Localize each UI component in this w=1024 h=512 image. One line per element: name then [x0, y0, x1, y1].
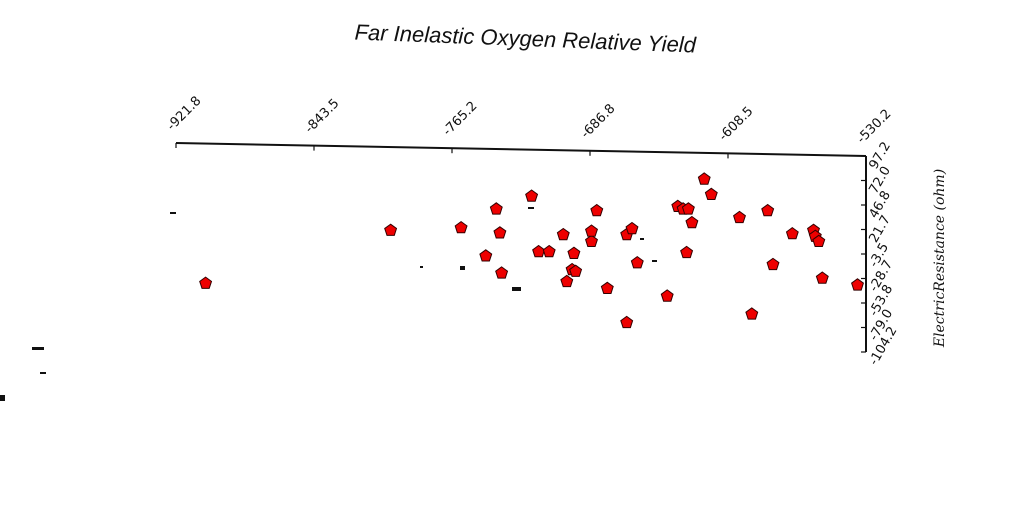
x-axis-ticks: -921.8 -843.5 -765.2 -686.8 -608.5 -530.2 [164, 94, 894, 161]
x-tick-label: -530.2 [854, 107, 894, 147]
data-point [630, 255, 644, 269]
data-point [384, 223, 398, 236]
data-point [590, 203, 604, 217]
data-point [532, 244, 546, 258]
chart-title: Far Inelastic Oxygen Relative Yield [354, 19, 697, 57]
data-point [560, 274, 574, 288]
data-point [815, 271, 829, 284]
y-tick-label: 21.7 [866, 213, 893, 246]
data-points [199, 172, 864, 329]
data-point [660, 289, 674, 302]
x-tick-label: -843.5 [302, 96, 342, 136]
data-point [569, 264, 583, 277]
data-point [812, 234, 826, 247]
data-point [600, 281, 614, 294]
data-point [479, 249, 493, 262]
data-point [489, 202, 503, 215]
data-point [681, 202, 695, 215]
data-point [745, 307, 759, 320]
data-point [556, 227, 570, 241]
data-point [199, 276, 213, 289]
x-tick-label: -765.2 [440, 99, 480, 139]
data-point [454, 220, 468, 234]
data-point [567, 246, 581, 259]
background-specks [0, 207, 657, 401]
data-point [733, 210, 746, 224]
data-point [680, 245, 694, 259]
data-point [697, 172, 711, 185]
x-tick-label: -686.8 [578, 101, 618, 141]
data-point [585, 224, 598, 237]
data-point [761, 203, 775, 217]
data-point [785, 226, 799, 240]
data-point [620, 315, 634, 329]
data-point [525, 189, 539, 202]
x-tick-label: -608.5 [716, 104, 756, 144]
data-point [625, 221, 639, 235]
x-tick-label: -921.8 [164, 94, 204, 134]
data-point [685, 215, 699, 229]
y-axis-label: ElectricResistance (ohm) [932, 169, 948, 348]
data-point [851, 278, 864, 291]
data-point [766, 257, 780, 271]
data-point [493, 226, 507, 239]
data-point [542, 244, 556, 258]
data-point [585, 234, 598, 247]
x-axis-line [175, 142, 867, 157]
data-point [495, 266, 509, 279]
data-point [704, 187, 718, 200]
